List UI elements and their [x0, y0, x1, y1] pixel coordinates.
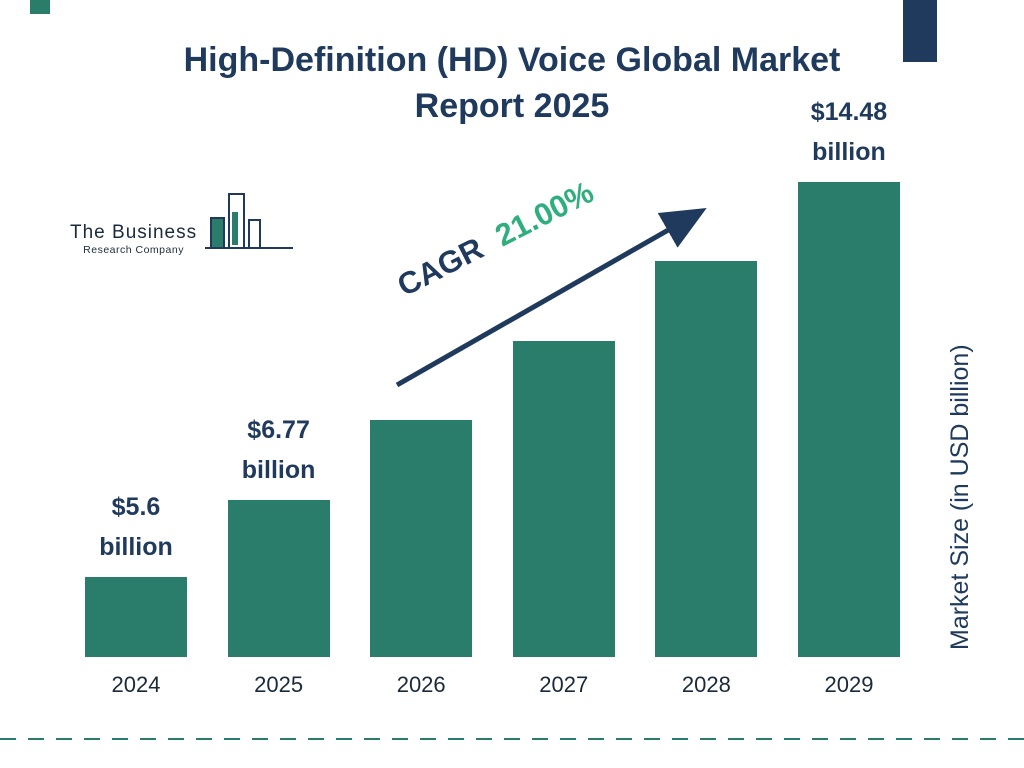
page-title-line1: High-Definition (HD) Voice Global Market — [183, 41, 841, 79]
bar-year-label: 2025 — [254, 672, 304, 697]
company-logo-text: The Business Research Company — [70, 222, 197, 256]
bar-year-label: 2028 — [681, 672, 731, 697]
bar-column-2026: 2026 — [370, 82, 473, 702]
bar-column-2024: $5.6 billion 2024 — [85, 82, 187, 702]
bar-value-label: $14.48 billion — [810, 98, 888, 166]
bottom-dashed-divider — [0, 738, 1024, 740]
bar-column-2028: 2028 — [655, 82, 758, 702]
bar-value-label: $6.77 billion — [241, 416, 316, 484]
company-logo-name: The Business — [70, 222, 198, 243]
bar-column-2029: $14.48 billion 2029 — [797, 82, 900, 702]
bar-column-2025: $6.77 billion 2025 — [227, 82, 330, 702]
bar-value-label: $5.6 billion — [99, 493, 173, 561]
bar — [370, 420, 473, 657]
decorative-corner-bar — [903, 0, 937, 62]
bar — [512, 341, 615, 657]
decorative-corner-square — [30, 0, 50, 14]
bar — [85, 577, 187, 657]
bar — [797, 182, 900, 657]
bar-chart: $5.6 billion 2024 $6.77 billion 2025 2026 … — [85, 82, 900, 702]
bar-year-label: 2029 — [824, 672, 874, 697]
bar — [227, 500, 330, 657]
page-title: High-Definition (HD) Voice Global Market… — [62, 38, 962, 130]
company-logo: The Business Research Company — [70, 190, 300, 256]
bar — [655, 261, 758, 657]
bar-year-label: 2024 — [111, 672, 161, 697]
y-axis-label: Market Size (in USD billion) — [946, 344, 974, 650]
bar-year-label: 2027 — [539, 672, 589, 697]
company-logo-subname: Research Company — [83, 244, 184, 256]
bar-column-2027: 2027 — [512, 82, 615, 702]
page-title-line2: Report 2025 — [414, 86, 610, 125]
bar-year-label: 2026 — [396, 672, 446, 697]
bar-chart-logo-icon — [205, 193, 294, 249]
